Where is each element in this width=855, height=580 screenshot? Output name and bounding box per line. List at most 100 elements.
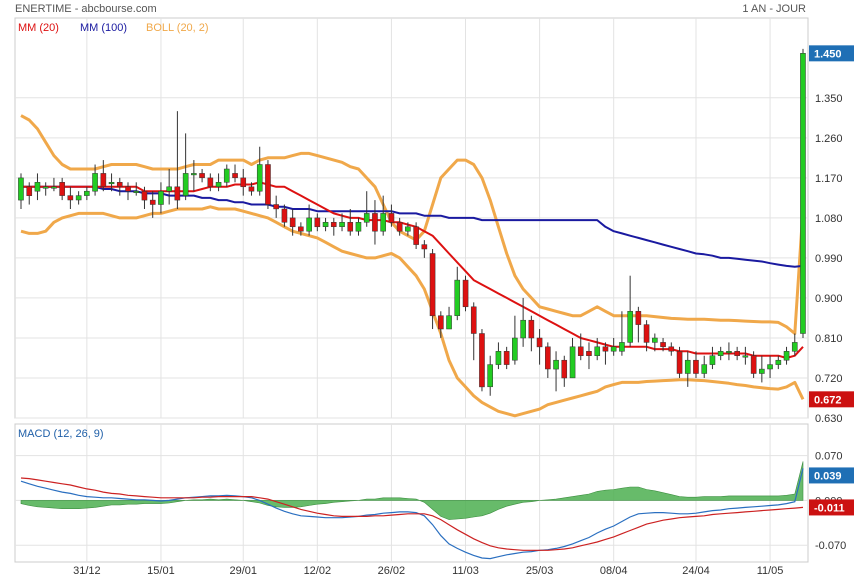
candle-body xyxy=(51,186,57,189)
candle-body xyxy=(18,177,24,201)
x-tick-label: 24/04 xyxy=(682,565,710,577)
candle-body xyxy=(108,182,115,185)
legend-mm100: MM (100) xyxy=(80,22,128,34)
macd-title: MACD (12, 26, 9) xyxy=(18,428,104,440)
legend-mm20: MM (20) xyxy=(18,22,59,34)
candle-body xyxy=(470,306,477,334)
candle-body xyxy=(289,217,296,228)
candle-body xyxy=(100,173,107,187)
candle-body xyxy=(717,351,724,356)
candle-body xyxy=(701,364,708,374)
boll-lower-badge-bg xyxy=(809,391,854,408)
macd-panel-frame xyxy=(14,423,809,563)
candle-body xyxy=(306,217,312,232)
macd-line xyxy=(20,468,804,560)
x-tick-label: 08/04 xyxy=(600,565,628,577)
candle-body xyxy=(742,355,749,358)
signal-value-badge: -0.011 xyxy=(814,502,845,514)
candle-body xyxy=(619,342,625,352)
macd-y-tick-label: -0.070 xyxy=(815,540,846,552)
chart-title: ENERTIME - abcbourse.com xyxy=(15,3,157,15)
price-y-tick-label: 0.810 xyxy=(815,333,843,345)
candle-body xyxy=(586,351,592,356)
candle-body xyxy=(528,319,535,339)
legend-boll: BOLL (20, 2) xyxy=(146,22,209,34)
candle-body xyxy=(693,359,699,374)
x-tick-label: 29/01 xyxy=(229,565,257,577)
candle-body xyxy=(347,222,354,232)
x-tick-label: 15/01 xyxy=(147,565,175,577)
x-tick-label: 26/02 xyxy=(378,565,406,577)
candle-body xyxy=(248,186,255,192)
candle-body xyxy=(561,359,568,379)
price-y-tick-label: 1.170 xyxy=(815,173,843,185)
candle-body xyxy=(388,213,395,223)
candle-body xyxy=(339,222,345,227)
last-price-badge-bg xyxy=(809,45,854,62)
candle-body xyxy=(684,359,691,374)
candle-body xyxy=(298,226,304,232)
price-y-tick-label: 0.720 xyxy=(815,373,843,385)
x-tick-label: 25/03 xyxy=(526,565,554,577)
candle-body xyxy=(487,364,493,388)
candle-body xyxy=(709,355,716,365)
candle-body xyxy=(174,186,181,201)
x-tick-label: 11/05 xyxy=(757,565,784,577)
candle-body xyxy=(265,164,271,205)
candle-body xyxy=(396,222,403,232)
candle-body xyxy=(232,173,238,179)
candle-body xyxy=(643,324,650,343)
candle-body xyxy=(26,186,33,196)
price-panel: 1.350 1.260 1.170 1.080 0.990 0.900 0.810 0.720… xyxy=(14,17,854,425)
candle-body xyxy=(577,346,584,356)
candle-body xyxy=(380,213,386,232)
candle-body xyxy=(495,351,502,365)
candle-body xyxy=(454,279,461,316)
price-y-tick-label: 1.080 xyxy=(815,213,843,225)
candle-body xyxy=(635,311,642,325)
x-tick-label: 12/02 xyxy=(304,565,332,577)
candle-body xyxy=(726,351,732,354)
candle-body xyxy=(438,315,444,330)
period-label[interactable]: 1 AN - JOUR xyxy=(742,3,806,15)
candle-body xyxy=(553,359,559,370)
macd-signal-line xyxy=(20,477,804,551)
candle-body xyxy=(84,190,90,196)
macd-y-tick-label: 0.070 xyxy=(815,451,843,463)
candle-body xyxy=(479,333,485,388)
candle-body xyxy=(215,182,222,187)
candle-body xyxy=(125,186,131,192)
candle-body xyxy=(759,368,765,374)
candle-body xyxy=(767,364,773,370)
last-price-badge: 1.450 xyxy=(814,48,842,60)
candle-body xyxy=(602,346,609,352)
candle-body xyxy=(610,346,617,352)
candle-body xyxy=(594,346,601,356)
candle-body xyxy=(668,346,675,352)
candle-body xyxy=(223,168,230,183)
candle-body xyxy=(660,342,666,348)
candle-body xyxy=(520,319,526,339)
candle-body xyxy=(240,177,247,188)
candle-body xyxy=(355,222,362,232)
candle-body xyxy=(67,195,74,201)
x-axis: 31/12 15/01 29/01 12/02 26/02 11/03 25/03 08/04… xyxy=(73,565,783,577)
candle-body xyxy=(462,279,469,308)
candle-body xyxy=(652,337,658,343)
candle-body xyxy=(421,244,428,250)
candle-body xyxy=(545,346,551,370)
candle-body xyxy=(141,190,148,201)
candle-body xyxy=(207,177,214,188)
candle-body xyxy=(281,208,288,223)
signal-value-badge-bg xyxy=(809,499,854,516)
candle-body xyxy=(750,355,757,374)
candle-body xyxy=(133,190,140,193)
boll-lower-badge: 0.672 xyxy=(814,394,842,406)
candle-body xyxy=(34,182,41,192)
candle-body xyxy=(512,337,518,361)
candle-body xyxy=(166,186,172,192)
candle-body xyxy=(405,226,411,232)
boll-lower-line xyxy=(20,205,805,418)
candle-body xyxy=(536,337,543,348)
